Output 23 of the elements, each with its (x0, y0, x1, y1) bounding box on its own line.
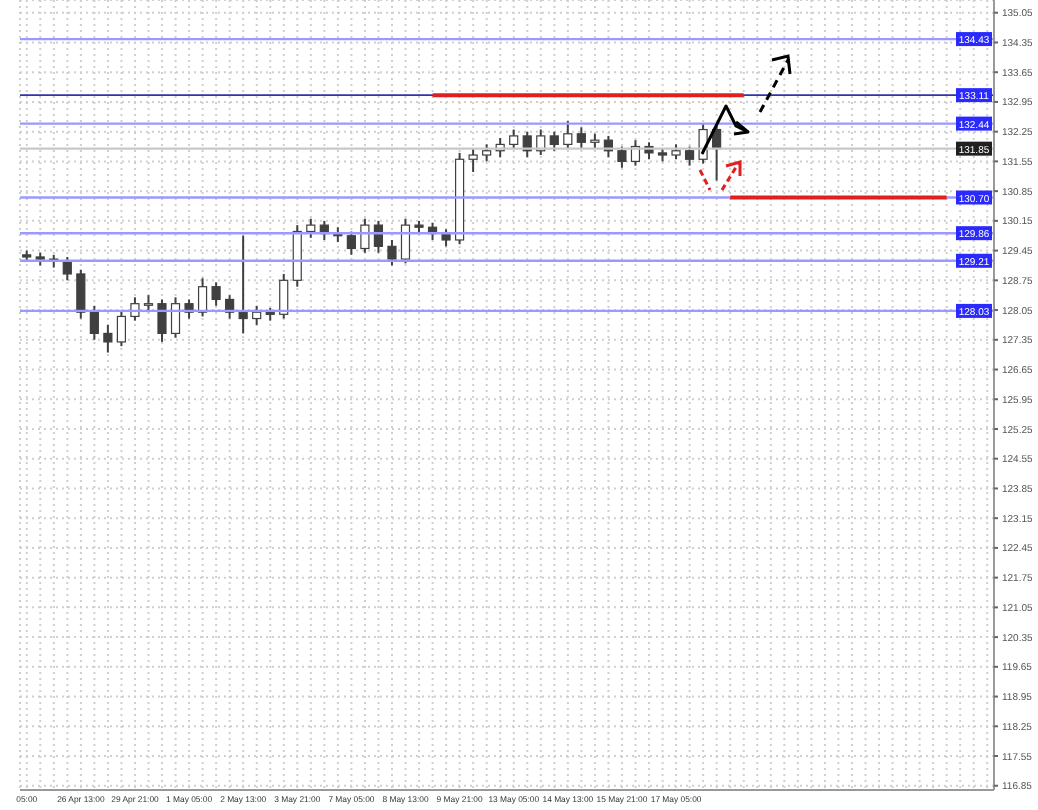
candlestick (509, 128, 519, 150)
candlestick (89, 304, 99, 341)
candlestick (360, 217, 370, 254)
candlestick (373, 219, 384, 254)
candlestick (116, 309, 126, 348)
candlestick (252, 304, 262, 326)
candlestick (387, 238, 397, 267)
candlestick (238, 234, 248, 335)
candlestick (103, 323, 113, 354)
candlestick (563, 120, 573, 150)
candlestick (576, 126, 586, 150)
candlestick (400, 217, 411, 265)
candlestick (62, 255, 72, 282)
candlestick (346, 230, 356, 256)
candlestick (279, 272, 289, 320)
candlestick (549, 130, 559, 152)
candlestick (197, 277, 208, 318)
candlestick (211, 281, 221, 307)
candlestick (76, 268, 86, 320)
candlestick (157, 298, 167, 343)
candlestick (468, 147, 478, 174)
candlestick (170, 296, 181, 339)
candlestick (306, 217, 316, 239)
